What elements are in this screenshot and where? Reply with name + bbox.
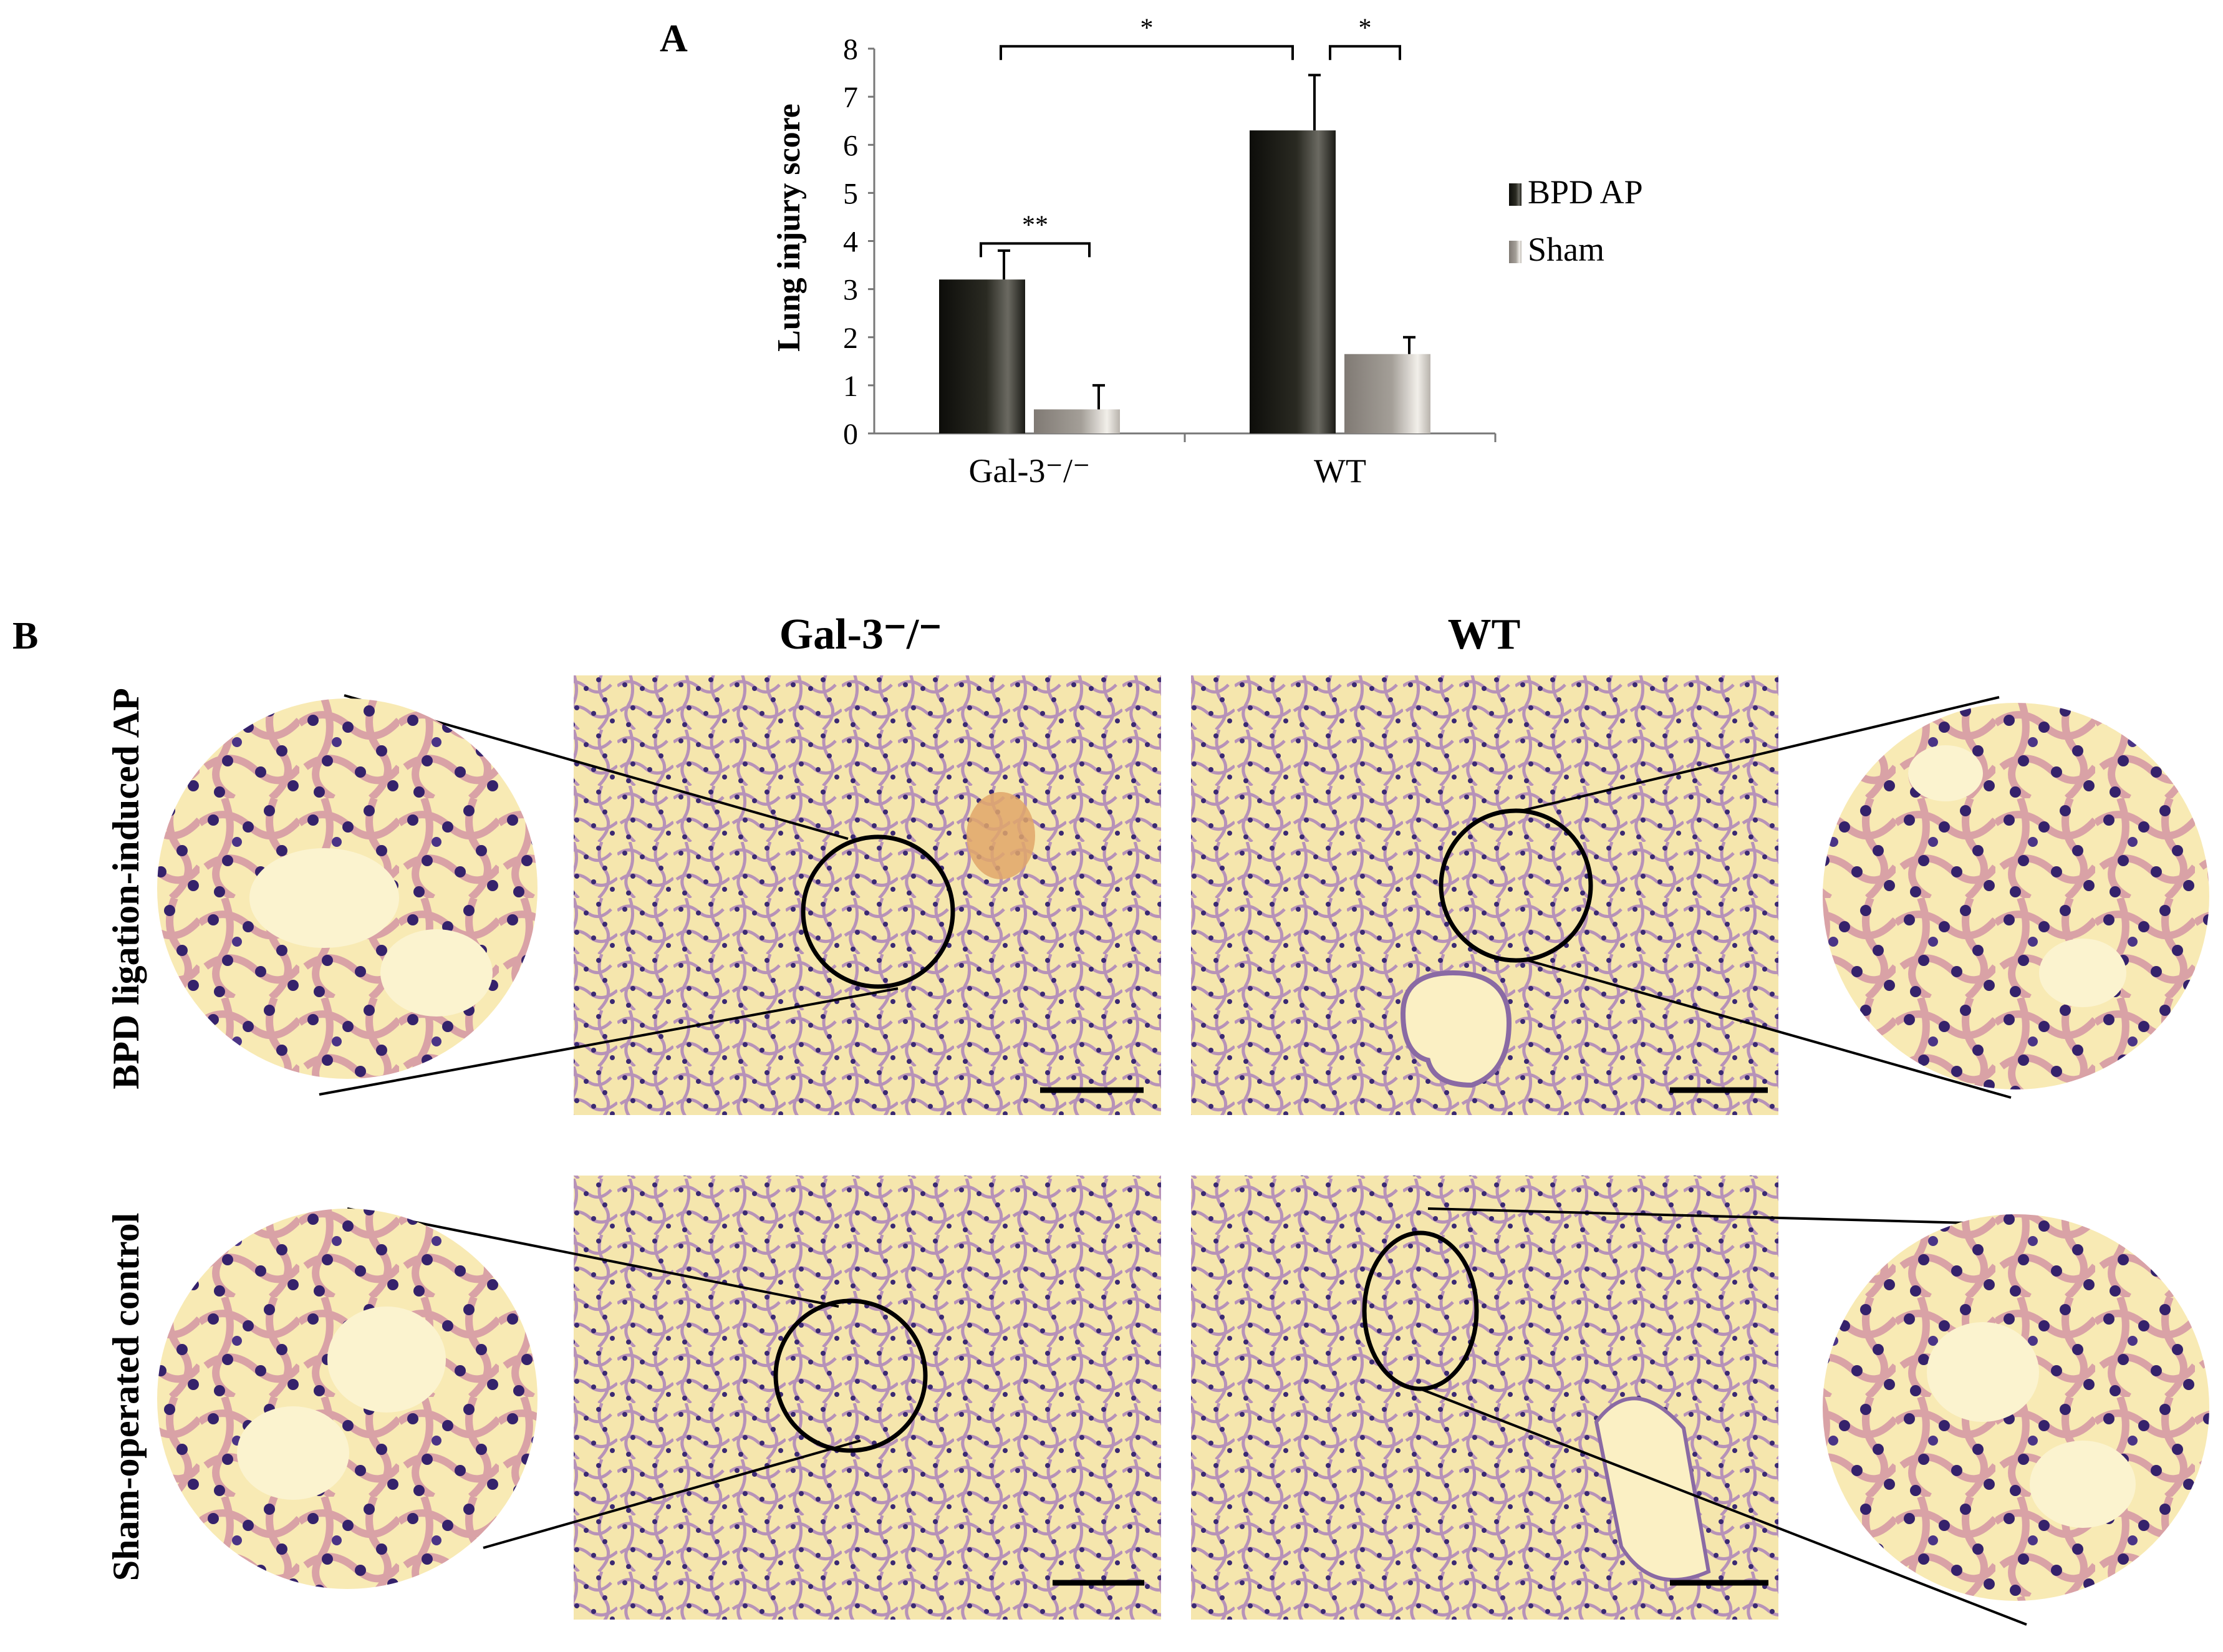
- y-tick-label: 0: [843, 418, 858, 451]
- col-title-wt: WT: [1448, 611, 1521, 659]
- magnified-wt-bpd: [1823, 703, 2209, 1089]
- row-label-bpd: BPD ligation-induced AP: [105, 688, 147, 1089]
- sig-bracket-between: [1000, 45, 1294, 60]
- y-tick-label: 1: [843, 370, 858, 403]
- legend-swatch-bpd: [1509, 183, 1521, 206]
- bar-sham: [1344, 354, 1430, 433]
- magnified-wt-sham: [1823, 1214, 2209, 1601]
- y-axis-label: Lung injury score: [771, 104, 807, 352]
- col-title-gal3: Gal-3⁻/⁻: [779, 611, 942, 659]
- legend-swatch-sham: [1509, 241, 1521, 263]
- legend-label-bpd: BPD AP: [1528, 173, 1643, 211]
- x-ticks: Gal-3⁻/⁻ WT: [969, 433, 1497, 490]
- micrograph-gal3-sham: [574, 1176, 1161, 1620]
- panel-b-label: B: [12, 615, 38, 657]
- bar-bpd: [939, 279, 1025, 433]
- y-tick-label: 2: [843, 322, 858, 355]
- zoom-circle: [773, 1298, 928, 1453]
- sig-bracket-gal3-label: **: [1022, 211, 1048, 239]
- panel-a-label: A: [660, 17, 688, 60]
- y-tick-label: 4: [843, 226, 858, 259]
- legend-item-bpd: BPD AP: [1509, 173, 1643, 211]
- row-label-sham: Sham-operated control: [105, 1213, 147, 1582]
- legend-label-sham: Sham: [1528, 231, 1604, 268]
- y-tick-label: 8: [843, 33, 858, 66]
- magnified-gal3-bpd: [157, 698, 538, 1079]
- sig-bracket-between-label: *: [1140, 14, 1154, 42]
- legend: BPD AP Sham: [1509, 173, 1643, 268]
- zoom-circle: [1439, 808, 1593, 963]
- y-ticks: 0 1 2 3 4 5 6 7 8: [843, 33, 874, 451]
- legend-item-sham: Sham: [1509, 231, 1604, 268]
- micrograph-wt-bpd: [1191, 675, 1778, 1115]
- micrograph-gal3-bpd: [574, 675, 1161, 1115]
- bars: [939, 74, 1430, 434]
- bar-sham: [1034, 409, 1120, 433]
- y-tick-label: 3: [843, 274, 858, 307]
- bar-bpd: [1250, 130, 1336, 434]
- zoom-circle: [801, 834, 955, 989]
- x-tick-label: Gal-3⁻/⁻: [969, 452, 1091, 490]
- magnified-gal3-sham: [157, 1209, 538, 1589]
- micrograph-wt-sham: [1191, 1176, 1778, 1620]
- y-tick-label: 5: [843, 177, 858, 210]
- sig-bracket-gal3: [980, 242, 1091, 258]
- y-tick-label: 7: [843, 81, 858, 114]
- x-tick-label: WT: [1314, 452, 1366, 490]
- sig-bracket-wt-label: *: [1359, 14, 1372, 42]
- zoom-ellipse: [1362, 1230, 1479, 1391]
- sig-bracket-wt: [1329, 45, 1401, 60]
- significance-brackets: *** *: [980, 14, 1401, 258]
- y-tick-label: 6: [843, 129, 858, 162]
